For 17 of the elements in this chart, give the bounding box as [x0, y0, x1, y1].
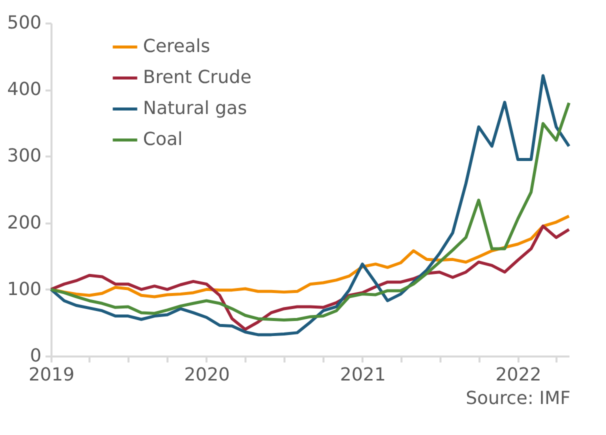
legend-label: Natural gas	[143, 98, 247, 119]
x-tick-label: 2020	[184, 364, 230, 386]
line-series	[50, 101, 570, 322]
x-tick-label: 2019	[28, 364, 74, 386]
legend-label: Cereals	[143, 36, 210, 57]
line-series	[50, 224, 570, 331]
legend-label: Coal	[143, 129, 183, 150]
y-tick-label: 100	[7, 278, 42, 300]
x-tick-label: 2022	[495, 364, 542, 386]
y-tick-label: 300	[7, 146, 42, 167]
x-tick-label: 2021	[340, 364, 386, 386]
y-tick-label: 500	[7, 12, 42, 34]
source-note: Source: IMF	[466, 388, 570, 409]
y-tick-label: 200	[7, 212, 42, 234]
y-tick-label: 0	[30, 346, 42, 366]
y-tick-label: 400	[7, 79, 42, 100]
legend-label: Brent Crude	[143, 67, 252, 88]
